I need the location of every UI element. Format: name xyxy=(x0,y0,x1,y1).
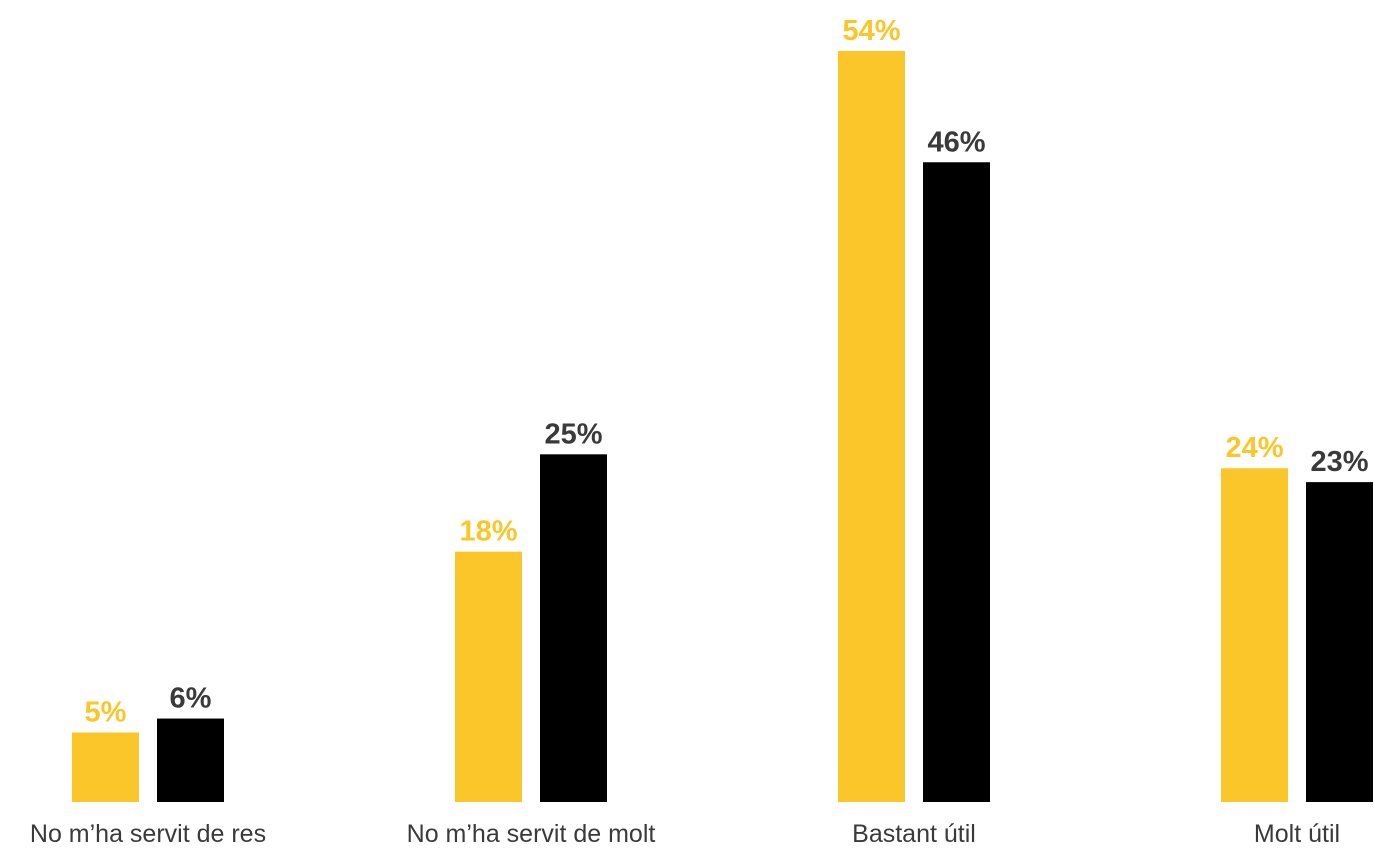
bars-group xyxy=(72,51,1373,802)
bar-yellow-3 xyxy=(838,51,905,802)
bar-black-4 xyxy=(1306,482,1373,802)
value-label-yellow-2: 18% xyxy=(459,516,517,548)
value-labels-group: 5% 6% 18% 25% 54% 46% 24% 23% xyxy=(85,15,1369,728)
category-label-1: No m’ha servit de res xyxy=(30,820,266,848)
value-label-black-1: 6% xyxy=(170,683,212,715)
value-label-yellow-1: 5% xyxy=(85,696,127,728)
category-label-3: Bastant útil xyxy=(852,820,976,848)
bar-black-2 xyxy=(540,454,607,802)
category-labels-group: No m’ha servit de res No m’ha servit de m… xyxy=(30,820,1340,848)
category-label-4: Molt útil xyxy=(1254,820,1340,848)
bar-yellow-1 xyxy=(72,732,139,802)
value-label-black-4: 23% xyxy=(1310,446,1368,478)
value-label-yellow-4: 24% xyxy=(1225,432,1283,464)
value-label-yellow-3: 54% xyxy=(842,15,900,47)
bar-yellow-4 xyxy=(1221,468,1288,802)
bar-black-1 xyxy=(157,718,224,802)
category-label-2: No m’ha servit de molt xyxy=(407,820,656,848)
bar-yellow-2 xyxy=(455,551,522,802)
value-label-black-2: 25% xyxy=(544,418,602,450)
value-label-black-3: 46% xyxy=(927,126,985,158)
bar-black-3 xyxy=(923,162,990,802)
